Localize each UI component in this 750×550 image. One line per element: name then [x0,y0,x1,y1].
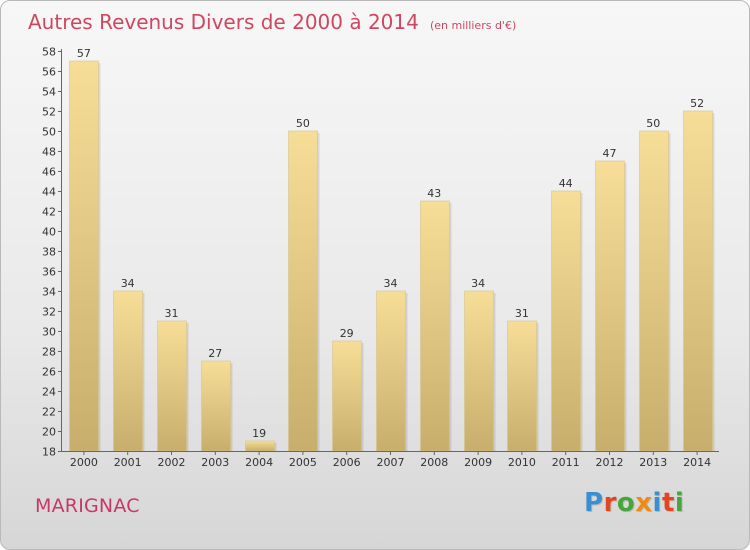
bar-value-label: 27 [208,347,222,360]
bar-2000 [69,60,99,452]
bar-value-label: 52 [690,97,704,110]
x-tick-label: 2004 [245,456,273,469]
logo-letter: t [661,488,675,518]
bar-2008 [420,200,450,452]
y-tick-label: 50 [42,126,56,139]
x-tick-label: 2014 [683,456,711,469]
chart-subtitle: (en milliers d'€) [429,19,517,32]
y-tick-label: 22 [42,406,56,419]
y-tick-label: 18 [42,446,56,459]
x-tick-label: 2001 [114,456,142,469]
bar-value-label: 44 [559,177,573,190]
y-tick-label: 24 [42,386,56,399]
y-tick-label: 20 [42,426,56,439]
y-tick-label: 34 [42,286,56,299]
bar-value-label: 34 [384,277,398,290]
x-tick-label: 2011 [552,456,580,469]
x-tick-label: 2003 [201,456,229,469]
logo-letter: x [635,488,653,518]
y-tick-label: 54 [42,86,56,99]
x-tick-label: 2012 [596,456,624,469]
bar-value-label: 43 [427,187,441,200]
y-tick-label: 38 [42,246,56,259]
logo-letter: P [584,488,604,518]
y-tick-label: 44 [42,186,56,199]
y-tick-label: 42 [42,206,56,219]
bar-value-label: 29 [340,327,354,340]
x-tick-label: 2006 [333,456,361,469]
bar-2013 [639,130,669,452]
bar-2009 [464,290,494,452]
x-tick-label: 2002 [158,456,186,469]
x-tick-label: 2010 [508,456,536,469]
place-name: MARIGNAC [35,495,140,517]
bar-value-label: 57 [77,47,91,60]
bar-2012 [595,160,625,452]
bar-value-label: 34 [471,277,485,290]
x-tick-label: 2008 [420,456,448,469]
x-tick-label: 2013 [639,456,667,469]
bar-2004 [245,440,275,452]
y-tick-label: 46 [42,166,56,179]
logo-letter: i [652,488,662,518]
y-tick-label: 58 [42,46,56,59]
bar-2014 [683,110,713,452]
bar-value-label: 19 [252,427,266,440]
bar-value-label: 34 [121,277,135,290]
logo-letter: o [616,488,636,518]
bar-2010 [507,320,537,452]
bar-2011 [551,190,581,452]
y-tick-label: 28 [42,346,56,359]
proxiti-logo: Proxiti [584,488,684,518]
bar-value-label: 47 [603,147,617,160]
bar-2003 [201,360,231,452]
y-tick-label: 26 [42,366,56,379]
y-tick-label: 32 [42,306,56,319]
y-tick-label: 36 [42,266,56,279]
y-tick-label: 56 [42,66,56,79]
bar-2001 [113,290,143,452]
chart-title-block: Autres Revenus Divers de 2000 à 2014 (en… [28,10,516,34]
y-tick-label: 40 [42,226,56,239]
bar-value-label: 31 [515,307,529,320]
logo-letter: i [674,488,685,518]
bar-value-label: 31 [165,307,179,320]
x-tick-label: 2005 [289,456,317,469]
bar-2005 [288,130,318,452]
bar-value-label: 50 [296,117,310,130]
bar-2007 [376,290,406,452]
chart-title: Autres Revenus Divers de 2000 à 2014 [28,10,419,34]
y-tick-label: 52 [42,106,56,119]
y-tick-label: 48 [42,146,56,159]
x-tick-label: 2009 [464,456,492,469]
logo-letter: r [603,488,617,518]
y-tick-label: 30 [42,326,56,339]
bar-2002 [157,320,187,452]
x-tick-label: 2000 [70,456,98,469]
x-tick-label: 2007 [377,456,405,469]
bar-value-label: 50 [646,117,660,130]
bar-2006 [332,340,362,452]
